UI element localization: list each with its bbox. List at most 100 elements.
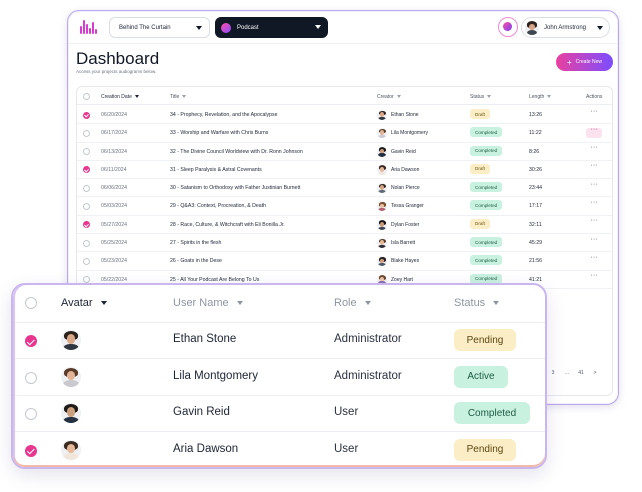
avatar [61, 366, 81, 387]
creator: Tessa Granger [377, 201, 424, 212]
user-row[interactable]: Lila Montgomery Administrator Active [13, 360, 545, 396]
more-actions-icon[interactable]: ··· [590, 162, 598, 170]
creator: Gavin Reid [377, 146, 416, 157]
more-actions-icon[interactable]: ··· [590, 217, 598, 225]
episode-title[interactable]: 34 - Prophecy, Revelation, and the Apoca… [170, 112, 278, 118]
creation-date: 05/25/2024 [101, 240, 127, 247]
creator-name: Isla Barrett [391, 240, 416, 247]
row-checkbox[interactable] [83, 239, 90, 247]
table-row[interactable]: 06/06/2024 30 - Satanism to Orthodoxy wit… [77, 179, 612, 198]
episode-title[interactable]: 27 - Spirits in the flesh [170, 240, 222, 247]
page-3-button[interactable]: 3 [551, 370, 555, 376]
avatar [61, 330, 81, 350]
episode-length: 13:26 [529, 112, 542, 118]
table-row[interactable]: 06/17/2024 33 - Worship and Warfare with … [77, 124, 612, 143]
row-checkbox[interactable] [83, 148, 90, 156]
episode-title[interactable]: 28 - Race, Culture, & Witchcraft with El… [170, 221, 285, 228]
episode-title[interactable]: 29 - Q&A3: Context, Procreation, & Death [170, 203, 267, 210]
row-checkbox[interactable] [25, 444, 37, 457]
column-creation-date[interactable]: Creation Date [101, 94, 139, 100]
type-select[interactable]: Podcast [215, 17, 328, 38]
more-actions-icon[interactable]: ··· [586, 126, 602, 138]
table-row[interactable]: 05/27/2024 28 - Race, Culture, & Witchcra… [77, 216, 612, 235]
episode-title[interactable]: 30 - Satanism to Orthodoxy with Father J… [170, 185, 301, 192]
select-all-checkbox[interactable] [83, 93, 90, 100]
more-actions-icon[interactable]: ··· [590, 144, 598, 152]
episode-title[interactable]: 33 - Worship and Warfare with Chris Burn… [170, 130, 269, 137]
table-row[interactable]: 05/25/2024 27 - Spirits in the flesh Isla … [77, 234, 612, 253]
row-checkbox[interactable] [25, 408, 37, 420]
notification-icon[interactable] [498, 17, 518, 37]
row-checkbox[interactable] [83, 111, 90, 119]
more-actions-icon[interactable]: ··· [590, 180, 598, 188]
row-checkbox[interactable] [83, 184, 90, 192]
create-new-label: Create New [575, 59, 603, 65]
select-all-checkbox[interactable] [25, 297, 37, 309]
row-checkbox[interactable] [83, 221, 90, 229]
column-title[interactable]: Title [170, 94, 187, 100]
column-creator[interactable]: Creator [377, 94, 401, 100]
column-role[interactable]: Role [334, 297, 371, 309]
page-ellipsis: ... [564, 370, 570, 376]
table-row[interactable]: 05/03/2024 29 - Q&A3: Context, Procreatio… [77, 197, 612, 216]
user-menu[interactable]: John Armstrong [521, 17, 610, 38]
user-row[interactable]: Ethan Stone Administrator Pending [13, 323, 545, 359]
episode-length: 11:22 [529, 130, 542, 137]
row-checkbox[interactable] [83, 202, 90, 210]
column-status[interactable]: Status [454, 297, 500, 309]
episode-title[interactable]: 31 - Sleep Paralysis & Astral Covenants [170, 166, 262, 173]
episode-length: 23:44 [529, 185, 542, 192]
creator: Ethan Stone [377, 110, 419, 120]
row-checkbox[interactable] [83, 257, 90, 265]
table-row[interactable]: 06/11/2024 31 - Sleep Paralysis & Astral … [77, 161, 612, 180]
more-actions-icon[interactable]: ··· [590, 272, 598, 280]
more-actions-icon[interactable]: ··· [590, 107, 598, 115]
creator-name: Ethan Stone [391, 112, 419, 118]
creation-date: 06/11/2024 [101, 166, 127, 173]
show-select[interactable]: Behind The Curtain [109, 17, 210, 38]
avatar [377, 146, 387, 157]
column-avatar[interactable]: Avatar [61, 297, 107, 309]
column-username[interactable]: User Name [173, 297, 243, 309]
episode-title[interactable]: 26 - Goats in the Dese [170, 258, 222, 265]
users-table-header: Avatar User Name Role Status [13, 285, 545, 323]
chevron-down-icon [315, 25, 321, 29]
page-last-button[interactable]: 41 [578, 370, 584, 376]
row-checkbox[interactable] [25, 371, 37, 384]
column-status[interactable]: Status [470, 94, 492, 100]
status-badge: Draft [470, 109, 490, 119]
row-checkbox[interactable] [83, 276, 90, 284]
table-body: 06/20/2024 34 - Prophecy, Revelation, and… [77, 106, 612, 289]
user-row[interactable]: Gavin Reid User Completed [13, 396, 545, 432]
creator: Blake Hayes [377, 256, 419, 267]
sort-icon [364, 301, 371, 306]
episode-length: 41:21 [529, 276, 542, 283]
creator: Isla Barrett [377, 238, 416, 249]
table-row[interactable]: 05/23/2024 26 - Goats in the Dese Blake Ha… [77, 252, 612, 271]
sort-icon [182, 95, 187, 99]
table-row[interactable]: 06/20/2024 34 - Prophecy, Revelation, and… [77, 106, 612, 125]
more-actions-icon[interactable]: ··· [590, 253, 598, 261]
sort-icon [493, 301, 500, 306]
table-row[interactable]: 06/13/2024 32 - The Divine Council Worldv… [77, 143, 612, 161]
avatar [377, 110, 387, 120]
row-checkbox[interactable] [83, 166, 90, 174]
episode-length: 45:29 [529, 240, 542, 247]
user-name: Gavin Reid [173, 406, 230, 418]
page-next-button[interactable]: > [593, 370, 597, 376]
create-new-button[interactable]: + Create New [556, 53, 613, 71]
chevron-down-icon [196, 26, 202, 30]
episode-title[interactable]: 25 - All Your Podcast Are Belong To Us [170, 276, 260, 283]
row-checkbox[interactable] [83, 129, 90, 137]
user-name: Lila Montgomery [173, 369, 259, 382]
avatar [377, 201, 387, 212]
page-subtitle: Access your projects audiograms below. [76, 69, 157, 74]
column-length[interactable]: Length [529, 94, 552, 100]
more-actions-icon[interactable]: ··· [590, 198, 598, 206]
status-badge: Completed [470, 237, 503, 248]
episode-title[interactable]: 32 - The Divine Council Worldview with D… [170, 148, 303, 155]
user-row[interactable]: Aria Dawson User Pending [13, 433, 545, 468]
row-checkbox[interactable] [25, 335, 37, 347]
avatar [61, 403, 81, 423]
more-actions-icon[interactable]: ··· [590, 235, 598, 243]
